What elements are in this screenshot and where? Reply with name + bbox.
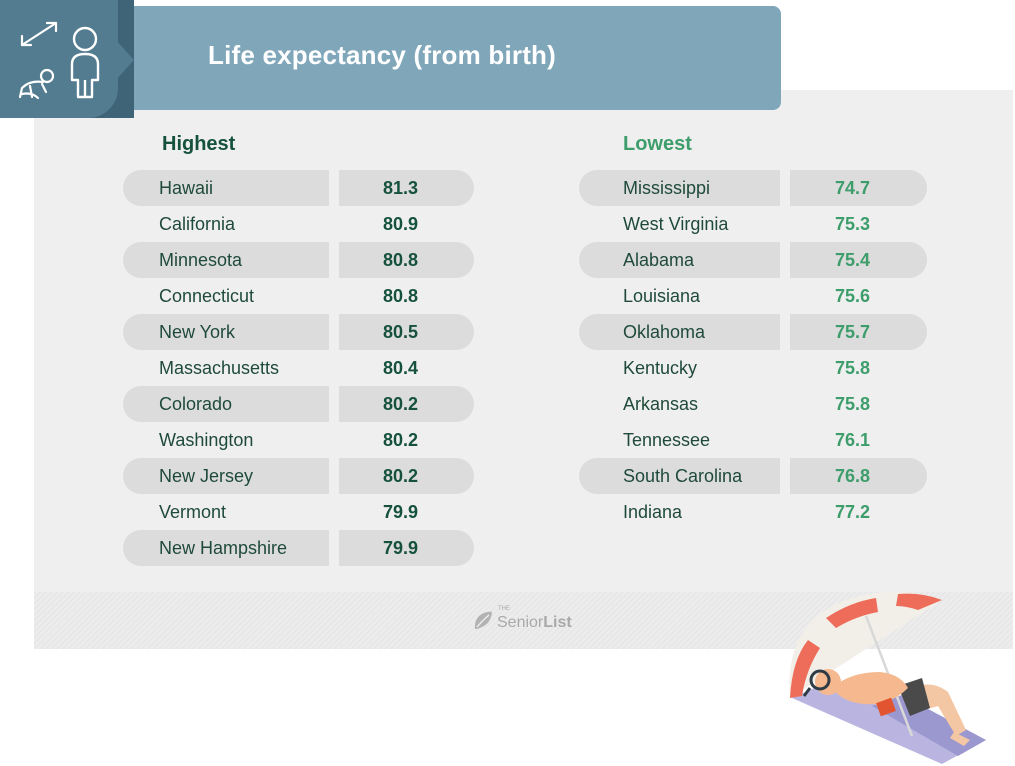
state-cell xyxy=(579,314,780,350)
table-row: Oklahoma 75.7 xyxy=(579,314,927,350)
state-name: Massachusetts xyxy=(159,358,280,378)
state-name: South Carolina xyxy=(623,466,743,486)
state-name: Minnesota xyxy=(159,250,243,270)
table-row: Mississippi 74.7 xyxy=(579,170,927,206)
state-name: Kentucky xyxy=(623,358,698,378)
badge-pointer xyxy=(116,40,134,80)
life-expectancy-value: 80.4 xyxy=(383,358,419,378)
logo-the: THE xyxy=(498,606,510,612)
life-expectancy-value: 75.8 xyxy=(835,358,871,378)
state-name: Indiana xyxy=(623,502,683,522)
table-row: Louisiana 75.6 xyxy=(579,278,927,314)
life-expectancy-value: 80.5 xyxy=(383,322,419,342)
state-cell xyxy=(123,314,329,350)
table-row: Vermont 79.9 xyxy=(123,494,474,530)
state-cell xyxy=(123,530,329,566)
state-name: Washington xyxy=(159,430,254,450)
crawling-baby-icon xyxy=(18,68,55,100)
value-cell xyxy=(790,314,927,350)
value-cell xyxy=(790,458,927,494)
table-row: Kentucky 75.8 xyxy=(579,350,927,386)
state-cell xyxy=(579,242,780,278)
logo-wordmark: SeniorList xyxy=(497,614,572,632)
life-expectancy-value: 76.8 xyxy=(835,466,871,486)
table-row: South Carolina 76.8 xyxy=(579,458,927,494)
page-title: Life expectancy (from birth) xyxy=(208,40,556,70)
logo-senior: Senior xyxy=(497,614,544,631)
life-expectancy-value: 75.7 xyxy=(835,322,871,342)
life-expectancy-value: 75.4 xyxy=(835,250,871,270)
life-expectancy-value: 80.2 xyxy=(383,394,419,414)
life-expectancy-value: 75.8 xyxy=(835,394,871,414)
life-expectancy-value: 77.2 xyxy=(835,502,871,522)
value-cell xyxy=(339,314,474,350)
table-row: Hawaii 81.3 xyxy=(123,170,474,206)
value-cell xyxy=(339,170,474,206)
state-cell xyxy=(123,170,329,206)
life-expectancy-value: 81.3 xyxy=(383,178,419,198)
adult-person-icon xyxy=(70,26,100,99)
value-cell xyxy=(339,530,474,566)
life-expectancy-value: 79.9 xyxy=(383,502,419,522)
table-row: Washington 80.2 xyxy=(123,422,474,458)
value-cell xyxy=(339,386,474,422)
state-cell xyxy=(123,242,329,278)
state-name: Louisiana xyxy=(623,286,701,306)
life-expectancy-value: 80.8 xyxy=(383,250,419,270)
state-name: Alabama xyxy=(623,250,695,270)
state-name: New Hampshire xyxy=(159,538,288,558)
state-name: Oklahoma xyxy=(623,322,706,342)
life-stage-badge xyxy=(0,0,118,118)
state-cell xyxy=(579,170,780,206)
state-name: Mississippi xyxy=(623,178,711,198)
table-row: New Jersey 80.2 xyxy=(123,458,474,494)
state-cell xyxy=(579,458,780,494)
state-name: Arkansas xyxy=(623,394,699,414)
table-row: Minnesota 80.8 xyxy=(123,242,474,278)
table-row: Colorado 80.2 xyxy=(123,386,474,422)
state-name: New York xyxy=(159,322,236,342)
life-expectancy-value: 74.7 xyxy=(835,178,871,198)
state-name: Colorado xyxy=(159,394,233,414)
table-row: Alabama 75.4 xyxy=(579,242,927,278)
value-cell xyxy=(339,458,474,494)
life-expectancy-value: 80.2 xyxy=(383,466,419,486)
life-expectancy-value: 80.8 xyxy=(383,286,419,306)
table-row: New York 80.5 xyxy=(123,314,474,350)
lowest-heading: Lowest xyxy=(623,133,692,155)
table-row: Massachusetts 80.4 xyxy=(123,350,474,386)
life-expectancy-value: 80.2 xyxy=(383,430,419,450)
value-cell xyxy=(790,170,927,206)
table-row: Indiana 77.2 xyxy=(579,494,927,530)
table-row: Arkansas 75.8 xyxy=(579,386,927,422)
table-row: West Virginia 75.3 xyxy=(579,206,927,242)
value-cell xyxy=(339,242,474,278)
leaf-logo-icon xyxy=(474,611,492,629)
state-cell xyxy=(123,386,329,422)
state-cell xyxy=(123,458,329,494)
life-expectancy-value: 75.3 xyxy=(835,214,871,234)
state-name: California xyxy=(159,214,236,234)
highest-heading: Highest xyxy=(162,133,236,155)
logo-list: List xyxy=(543,614,572,631)
life-expectancy-value: 76.1 xyxy=(835,430,871,450)
table-row: California 80.9 xyxy=(123,206,474,242)
value-cell xyxy=(790,242,927,278)
state-name: Hawaii xyxy=(159,178,214,198)
state-name: Vermont xyxy=(159,502,227,522)
state-name: West Virginia xyxy=(623,214,729,234)
state-name: Connecticut xyxy=(159,286,255,306)
double-arrow-icon xyxy=(20,21,58,47)
table-row: Tennessee 76.1 xyxy=(579,422,927,458)
life-expectancy-value: 80.9 xyxy=(383,214,419,234)
table-row: Connecticut 80.8 xyxy=(123,278,474,314)
state-name: New Jersey xyxy=(159,466,254,486)
table-row: New Hampshire 79.9 xyxy=(123,530,474,566)
state-name: Tennessee xyxy=(623,430,711,450)
sunbathing-illustration xyxy=(789,591,986,764)
life-expectancy-value: 79.9 xyxy=(383,538,419,558)
header-bar xyxy=(86,6,781,110)
life-expectancy-value: 75.6 xyxy=(835,286,871,306)
